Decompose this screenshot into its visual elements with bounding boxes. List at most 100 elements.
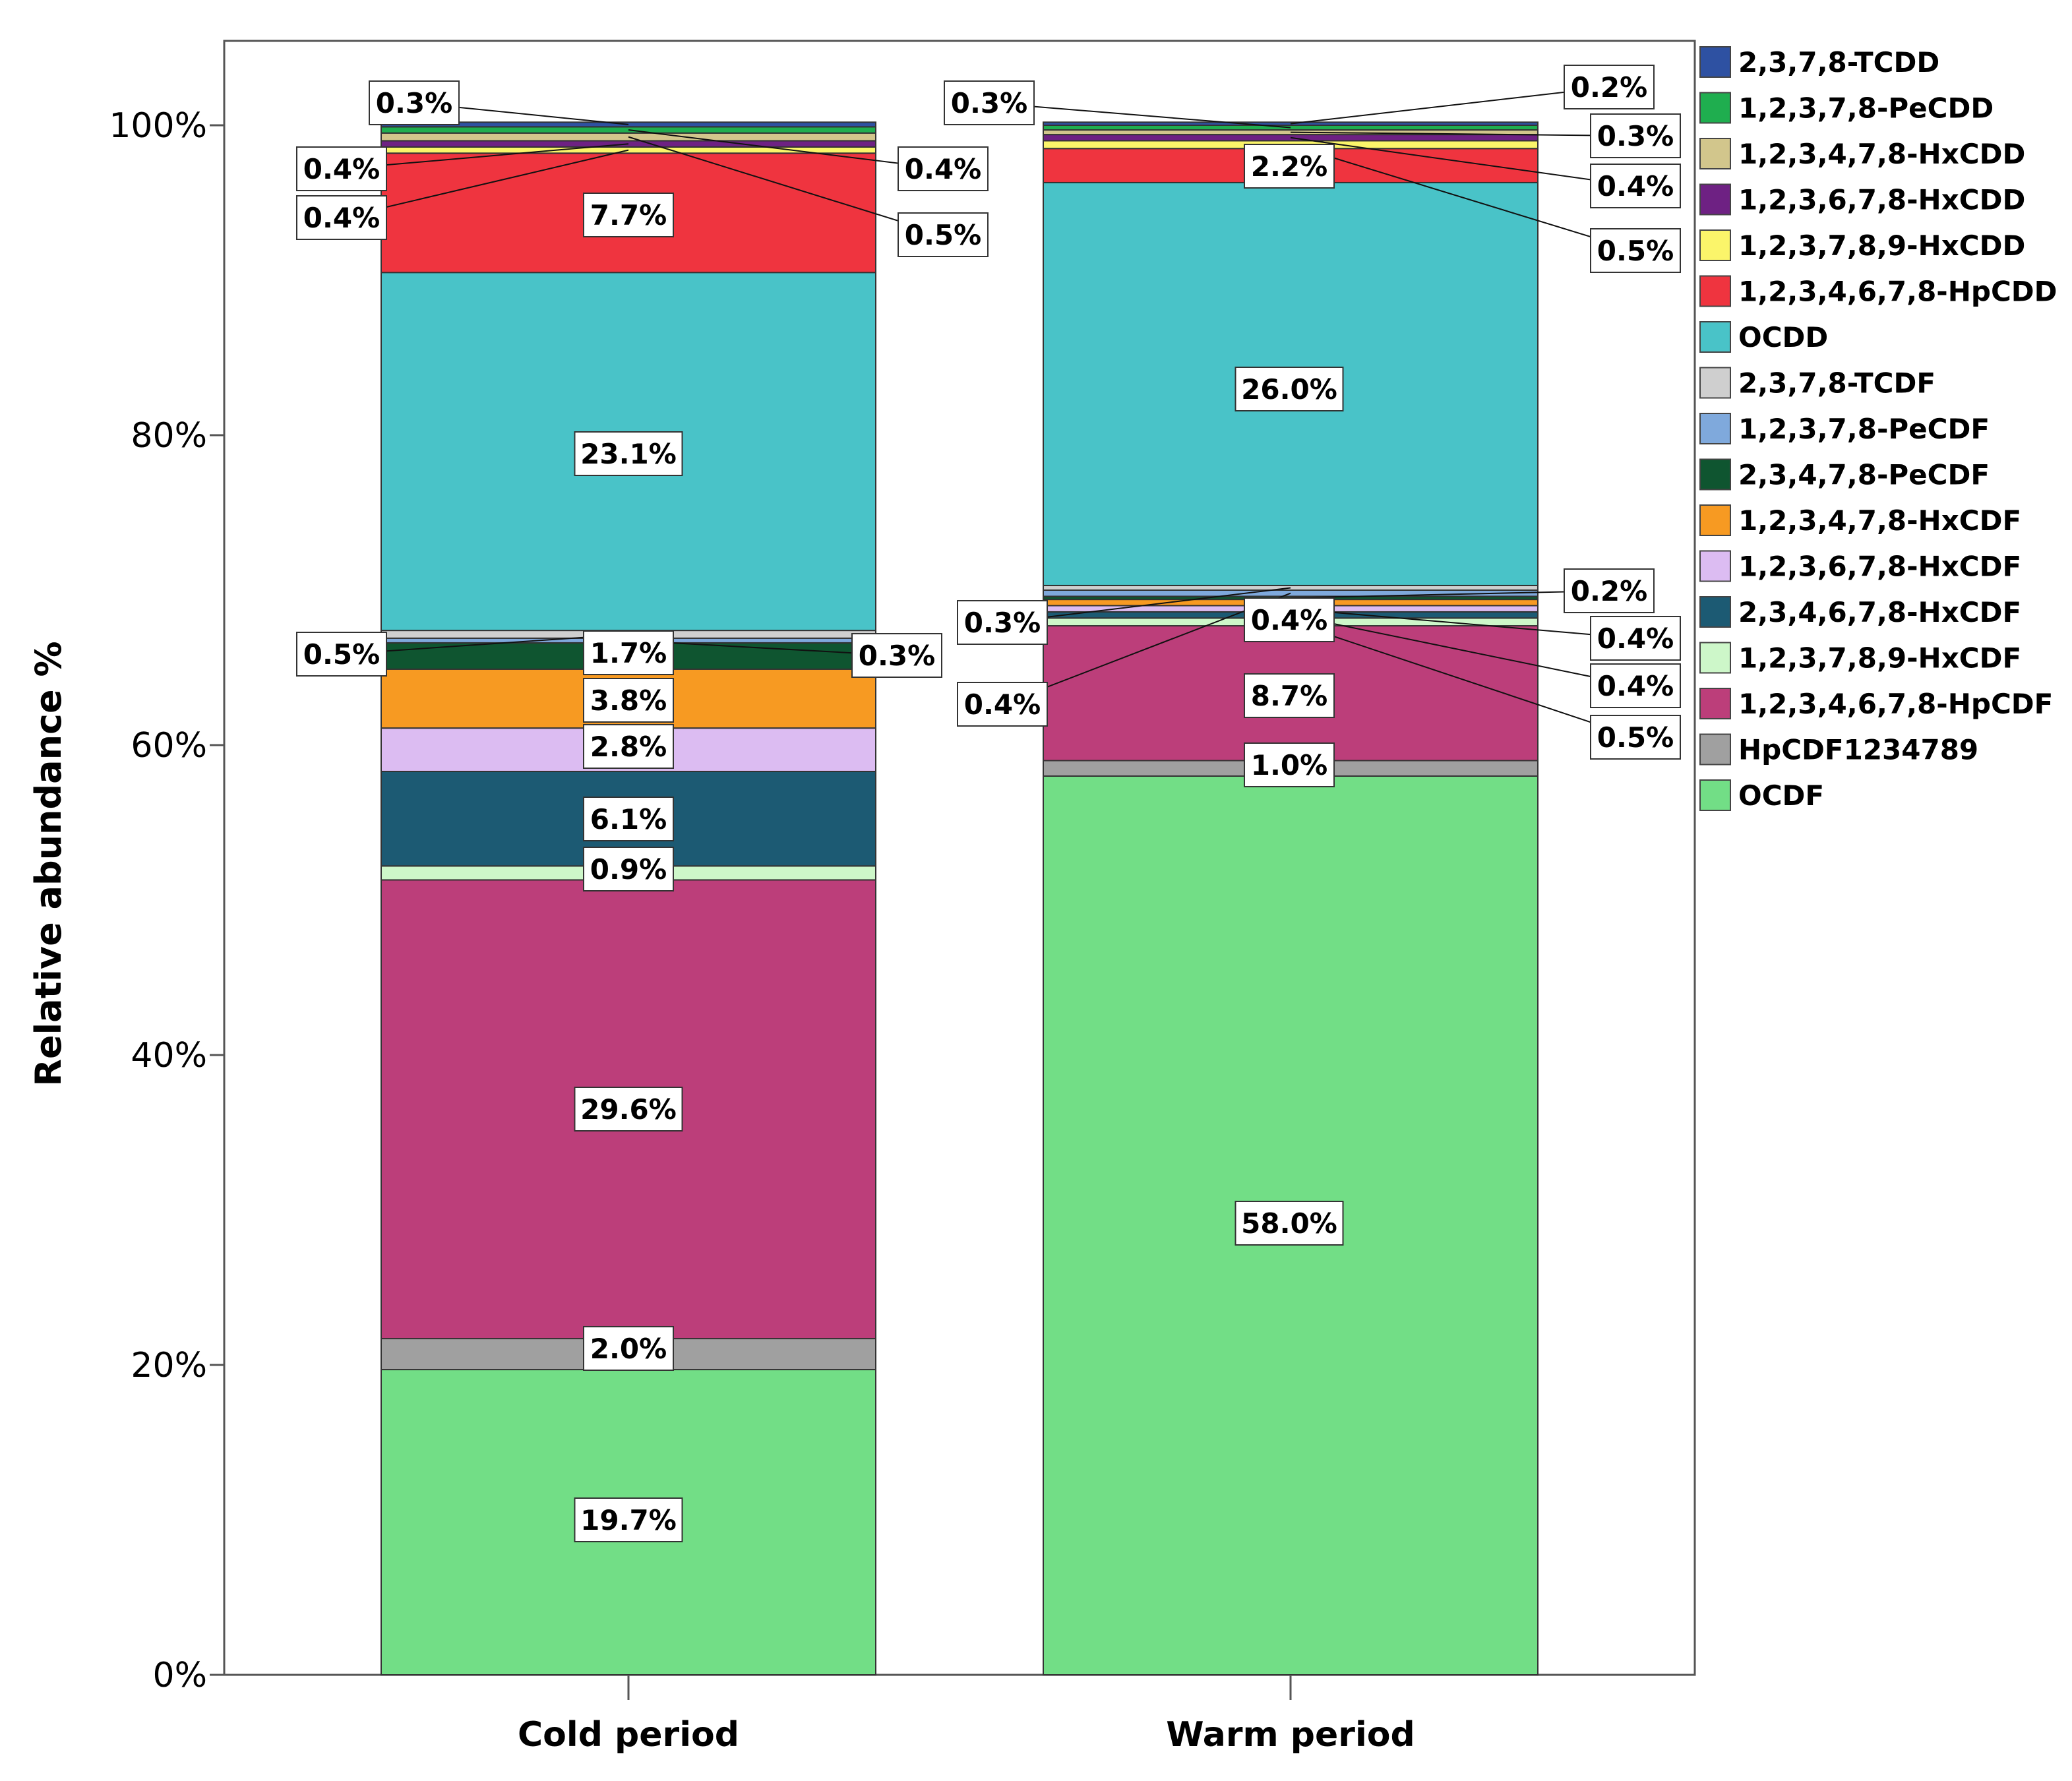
data-label-box [1564, 65, 1655, 109]
legend-label-2-3-7-8-tcdd: 2,3,7,8-TCDD [1738, 46, 1939, 78]
legend-swatch-2-3-4-6-7-8-hxcdf [1699, 596, 1731, 628]
legend-swatch-1-2-3-6-7-8-hxcdf [1699, 550, 1731, 582]
leader-line [1290, 144, 1636, 251]
data-label-cold-period-1-2-3-6-7-8-hxcdd: 0.4% [303, 153, 380, 185]
legend-swatch-1-2-3-4-7-8-hxcdf [1699, 504, 1731, 536]
data-label-warm-period-1-2-3-7-8-pecdf: 0.4% [964, 688, 1041, 721]
legend-swatch-hpcdf1234789 [1699, 733, 1731, 766]
leader-line [1290, 614, 1636, 686]
y-tick-label: 100% [109, 106, 207, 146]
data-label-cold-period-ocdf: 19.7% [580, 1504, 677, 1536]
y-axis: 0% 20% 40% 60% 80% 100% [109, 41, 226, 1695]
data-label-box [583, 847, 674, 891]
data-label-box [583, 797, 674, 841]
data-label-warm-period-1-2-3-6-7-8-hxcdd: 0.4% [1597, 170, 1674, 202]
data-label-box [898, 146, 989, 191]
legend-swatch-ocdd [1699, 321, 1731, 353]
data-label-cold-period-1-2-3-4-6-7-8-hpcdd: 7.7% [590, 199, 667, 231]
leader-line [341, 149, 629, 218]
data-label-box [1244, 144, 1335, 189]
x-axis: Cold period Warm period [518, 1675, 1415, 1755]
data-label-box [1590, 113, 1681, 158]
data-label-box [583, 1326, 674, 1371]
data-label-box [574, 431, 683, 476]
leader-line [1290, 590, 1610, 599]
leader-line [1290, 621, 1636, 738]
legend-swatch-2-3-7-8-tcdf [1699, 367, 1731, 399]
leader-line [341, 633, 629, 655]
data-label-box [583, 678, 674, 723]
leader-line [1290, 86, 1610, 125]
x-tick-label-cold-period: Cold period [518, 1715, 739, 1755]
legend-swatch-2-3-7-8-tcdd [1699, 46, 1731, 78]
legend-label-1-2-3-6-7-8-hxcdf: 1,2,3,6,7,8-HxCDF [1738, 551, 2021, 583]
legend-swatch-1-2-3-7-8-9-hxcdf [1699, 642, 1731, 674]
legend-swatch-1-2-3-7-8-9-hxcdd [1699, 229, 1731, 261]
leader-line [1002, 592, 1291, 705]
legend-label-1-2-3-7-8-pecdd: 1,2,3,7,8-PeCDD [1738, 92, 1994, 125]
data-label-warm-period-ocdf: 58.0% [1241, 1207, 1337, 1240]
data-label-box [1590, 616, 1681, 661]
data-label-warm-period-ocdd: 26.0% [1241, 373, 1337, 406]
data-label-box [957, 600, 1048, 645]
data-label-warm-period-1-2-3-4-6-7-8-hpcdd: 2.2% [1251, 150, 1327, 183]
leader-line [1290, 131, 1636, 136]
legend-label-1-2-3-4-6-7-8-hpcdd: 1,2,3,4,6,7,8-HpCDD [1738, 276, 2057, 308]
y-axis-title: Relative abundance % [28, 641, 69, 1086]
leader-line [628, 136, 944, 235]
data-label-box [1590, 715, 1681, 760]
legend-label-1-2-3-6-7-8-hxcdd: 1,2,3,6,7,8-HxCDD [1738, 184, 2025, 216]
data-label-box [574, 1087, 683, 1132]
data-label-warm-period-1-2-3-7-8-pecdd: 0.3% [951, 87, 1027, 119]
legend-label-ocdd: OCDD [1738, 321, 1828, 353]
data-label-box [574, 1497, 683, 1542]
data-label-box [1590, 663, 1681, 708]
data-label-box [1234, 367, 1344, 411]
data-label-cold-period-2-3-4-7-8-pecdf: 1.7% [590, 637, 667, 669]
legend-swatch-1-2-3-4-7-8-hxcdd [1699, 138, 1731, 169]
legend-label-ocdf: OCDF [1738, 779, 1824, 812]
data-label-box [1590, 228, 1681, 273]
data-label-box [296, 632, 387, 677]
leader-line [1290, 608, 1636, 639]
legend-swatch-1-2-3-7-8-pecdf [1699, 413, 1731, 444]
data-label-box [898, 212, 989, 257]
data-label-cold-period-hpcdf1234789: 2.0% [590, 1333, 667, 1365]
legend-swatch-2-3-4-7-8-pecdf [1699, 458, 1731, 491]
data-label-warm-period-2-3-4-6-7-8-hxcdf: 0.4% [1597, 670, 1674, 702]
data-label-cold-period-1-2-3-7-8-9-hxcdf: 0.9% [590, 853, 667, 886]
data-label-cold-period-1-2-3-7-8-9-hxcdd: 0.4% [303, 202, 380, 234]
legend-label-1-2-3-4-7-8-hxcdf: 1,2,3,4,7,8-HxCDF [1738, 504, 2021, 537]
data-label-box [583, 724, 674, 769]
leader-line [628, 129, 944, 169]
data-label-warm-period-1-2-3-4-7-8-hxcdf: 0.4% [1251, 604, 1327, 636]
leader-line [1290, 136, 1636, 187]
data-label-cold-period-ocdd: 23.1% [580, 438, 677, 470]
bar-segment-cold-period-1-2-3-7-8-9-hxcdd [381, 146, 876, 154]
data-label-box [851, 633, 942, 678]
data-label-cold-period-1-2-3-4-7-8-hxcdf: 3.8% [590, 684, 667, 717]
legend-swatch-1-2-3-4-6-7-8-hpcdd [1699, 275, 1731, 307]
data-label-warm-period-1-2-3-4-7-8-hxcdd: 0.3% [1597, 120, 1674, 152]
data-label-box [296, 146, 387, 191]
legend-label-2-3-4-7-8-pecdf: 2,3,4,7,8-PeCDF [1738, 459, 1990, 491]
data-label-box [369, 80, 460, 125]
data-label-box [1244, 742, 1335, 787]
data-label-warm-period-2-3-4-7-8-pecdf: 0.2% [1571, 575, 1647, 607]
legend-label-1-2-3-4-6-7-8-hpcdf: 1,2,3,4,6,7,8-HpCDF [1738, 688, 2053, 720]
data-label-cold-period-2-3-4-6-7-8-hxcdf: 6.1% [590, 803, 667, 835]
y-tick-label: 20% [131, 1346, 207, 1385]
leader-line [1002, 587, 1291, 623]
legend-label-1-2-3-4-7-8-hxcdd: 1,2,3,4,7,8-HxCDD [1738, 138, 2025, 170]
y-tick-label: 60% [131, 726, 207, 766]
legend: 2,3,7,8-TCDD 1,2,3,7,8-PeCDD 1,2,3,4,7,8-H… [1699, 46, 2057, 812]
data-label-cold-period-1-2-3-6-7-8-hxcdf: 2.8% [590, 731, 667, 763]
y-tick-label: 80% [131, 416, 207, 456]
data-label-box [1590, 164, 1681, 208]
data-label-box [296, 195, 387, 240]
data-label-box [1244, 597, 1335, 642]
y-tick-label: 0% [153, 1656, 208, 1695]
legend-label-hpcdf1234789: HpCDF1234789 [1738, 734, 1978, 766]
data-label-box [1564, 568, 1655, 613]
